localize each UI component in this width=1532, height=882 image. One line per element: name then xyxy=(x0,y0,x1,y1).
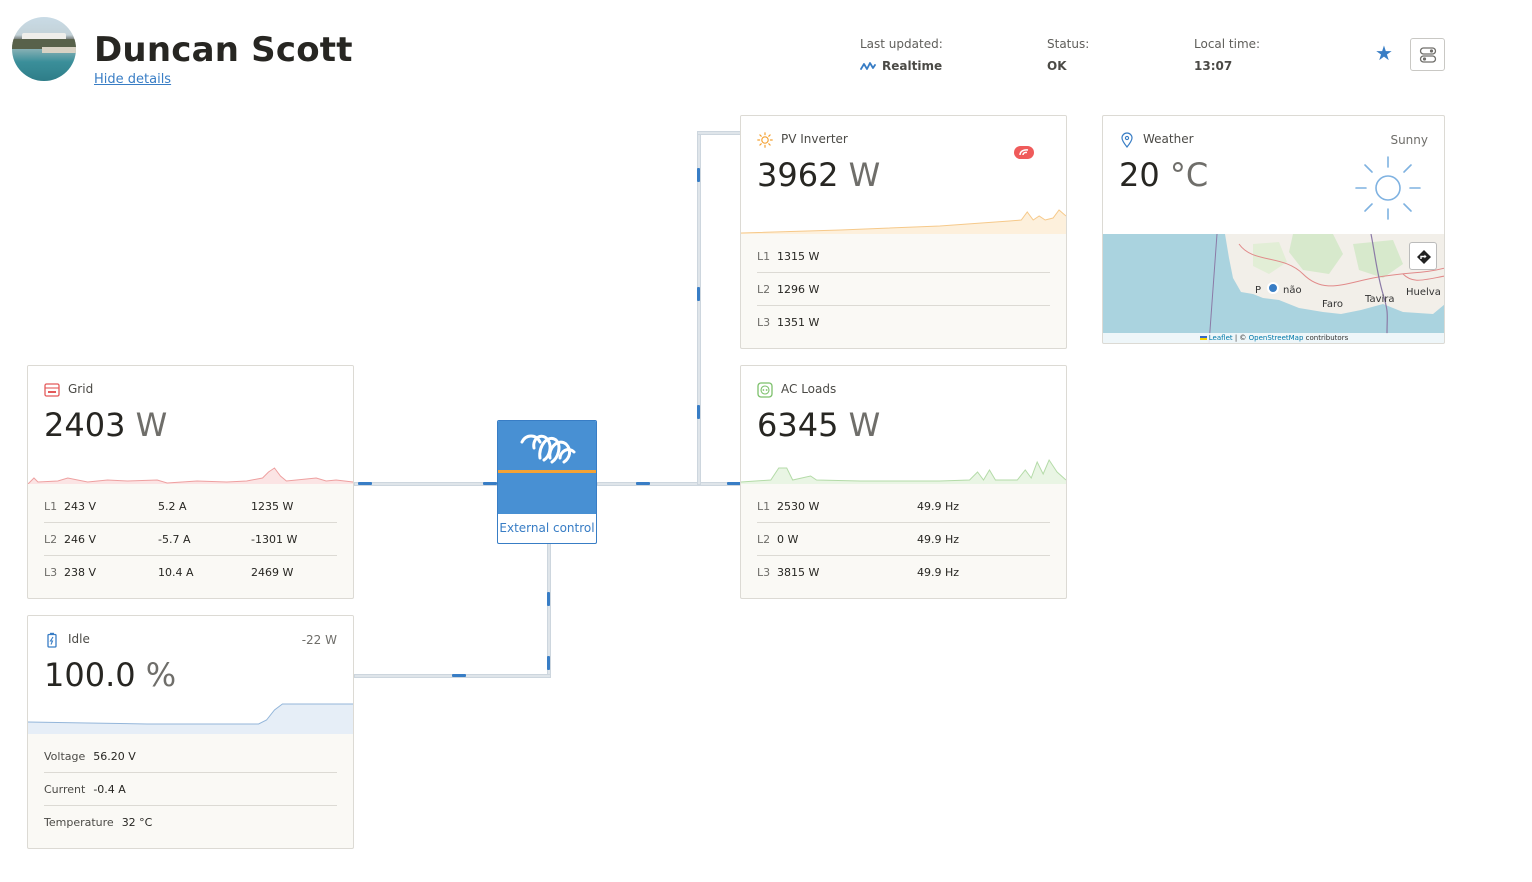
device-label: External control xyxy=(499,521,595,535)
local-time: Local time: 13:07 xyxy=(1194,37,1260,73)
grid-title: Grid xyxy=(68,382,94,396)
loads-sparkline xyxy=(741,458,1066,484)
battery-soc-value: 100.0 % xyxy=(44,656,177,694)
status-label: Status: xyxy=(1047,37,1090,51)
battery-row-voltage: Voltage 56.20 V xyxy=(44,740,337,773)
grid-device-line xyxy=(354,482,498,486)
openstreetmap-link[interactable]: OpenStreetMap xyxy=(1248,334,1304,342)
grid-row-l2: L2 246 V -5.7 A -1301 W xyxy=(44,523,337,556)
flow-dot xyxy=(697,287,700,301)
loads-row-l1: L1 2530 W 49.9 Hz xyxy=(757,490,1050,523)
pv-vertical-line xyxy=(697,131,701,485)
grid-row-l3: L3 238 V 10.4 A 2469 W xyxy=(44,566,294,579)
grid-sparkline xyxy=(28,467,353,484)
location-pin-icon xyxy=(1121,132,1133,148)
map-city-label: Huelva xyxy=(1406,287,1441,298)
map-city-label: não xyxy=(1283,285,1302,296)
weather-condition: Sunny xyxy=(1390,133,1428,147)
loads-power-value: 6345 W xyxy=(757,406,881,444)
flow-dot xyxy=(452,674,466,677)
battery-sparkline xyxy=(28,703,353,734)
toggle-switch-icon xyxy=(1419,47,1437,63)
flow-dot xyxy=(727,482,741,485)
grid-card[interactable]: Grid 2403 W L1 243 V 5.2 A 1235 W L2 246 V -5… xyxy=(27,365,354,599)
map-city-label: Faro xyxy=(1322,299,1343,310)
battery-row-current: Current -0.4 A xyxy=(44,773,337,806)
ac-loads-card[interactable]: AC Loads 6345 W L1 2530 W 49.9 Hz L2 0 W 49.… xyxy=(740,365,1067,599)
leaflet-link[interactable]: Leaflet xyxy=(1208,334,1233,342)
pv-power-value: 3962 W xyxy=(757,156,881,194)
map-city-label: Tavira xyxy=(1365,294,1395,305)
loads-row-l3: L3 3815 W 49.9 Hz xyxy=(757,566,960,579)
flow-dot xyxy=(697,405,700,419)
flow-dot xyxy=(547,656,550,670)
flow-dot xyxy=(636,482,650,485)
local-time-value: 13:07 xyxy=(1194,59,1233,73)
victron-logo-icon xyxy=(520,434,576,464)
site-avatar xyxy=(12,17,76,81)
pv-row-l3: L3 1351 W xyxy=(757,316,820,329)
map-land xyxy=(1208,234,1444,343)
external-control-device[interactable]: External control xyxy=(497,420,597,544)
map-attribution: Leaflet | © OpenStreetMap contributors xyxy=(1103,333,1444,343)
last-updated: Last updated: Realtime xyxy=(860,37,943,73)
weather-card: Weather Sunny 20 °C P não Faro Tavira Hu… xyxy=(1102,115,1445,344)
flow-dot xyxy=(697,168,700,182)
grid-meter-icon xyxy=(44,383,60,397)
weather-temperature-value: 20 °C xyxy=(1119,156,1209,194)
status-value: OK xyxy=(1047,59,1067,73)
pv-title: PV Inverter xyxy=(781,132,848,146)
site-location-marker[interactable] xyxy=(1267,282,1279,294)
favorite-star-icon[interactable]: ★ xyxy=(1375,41,1393,65)
status: Status: OK xyxy=(1047,37,1089,73)
pv-inverter-card[interactable]: PV Inverter 3962 W L1 1315 W L2 1296 W L3 1… xyxy=(740,115,1067,349)
realtime-icon xyxy=(860,62,876,70)
grid-row-l1: L1 243 V 5.2 A 1235 W xyxy=(44,490,337,523)
battery-card[interactable]: Idle -22 W 100.0 % Voltage 56.20 V Curren… xyxy=(27,615,354,849)
site-title: Duncan Scott xyxy=(94,30,353,70)
map-directions-button[interactable] xyxy=(1409,242,1437,270)
power-outlet-icon xyxy=(757,382,773,398)
battery-power: -22 W xyxy=(301,633,337,647)
device-loads-line xyxy=(597,482,741,486)
last-updated-value: Realtime xyxy=(882,59,943,73)
battery-row-temperature: Temperature 32 °C xyxy=(44,816,153,829)
loads-title: AC Loads xyxy=(781,382,837,396)
hide-details-link[interactable]: Hide details xyxy=(94,72,172,87)
loads-row-l2: L2 0 W 49.9 Hz xyxy=(757,523,1050,556)
pv-sparkline xyxy=(741,209,1066,234)
last-updated-label: Last updated: xyxy=(860,37,943,51)
battery-state: Idle xyxy=(68,632,90,646)
pv-row-l2: L2 1296 W xyxy=(757,273,1050,306)
map-city-label: P xyxy=(1255,285,1262,296)
toggle-view-button[interactable] xyxy=(1410,38,1445,71)
grid-power-value: 2403 W xyxy=(44,406,168,444)
flow-dot xyxy=(358,482,372,485)
alarm-badge-icon[interactable] xyxy=(1014,146,1034,159)
sun-icon xyxy=(757,132,773,148)
pv-row-l1: L1 1315 W xyxy=(757,240,1050,273)
battery-charging-icon xyxy=(47,632,57,648)
pv-horizontal-line xyxy=(697,131,741,135)
local-time-label: Local time: xyxy=(1194,37,1261,51)
flow-dot xyxy=(483,482,497,485)
flow-dot xyxy=(547,592,550,606)
location-map[interactable]: P não Faro Tavira Huelva Leaflet | © Ope… xyxy=(1103,234,1444,343)
weather-title: Weather xyxy=(1143,132,1194,146)
directions-icon xyxy=(1417,250,1431,264)
sunny-weather-icon xyxy=(1355,156,1421,220)
